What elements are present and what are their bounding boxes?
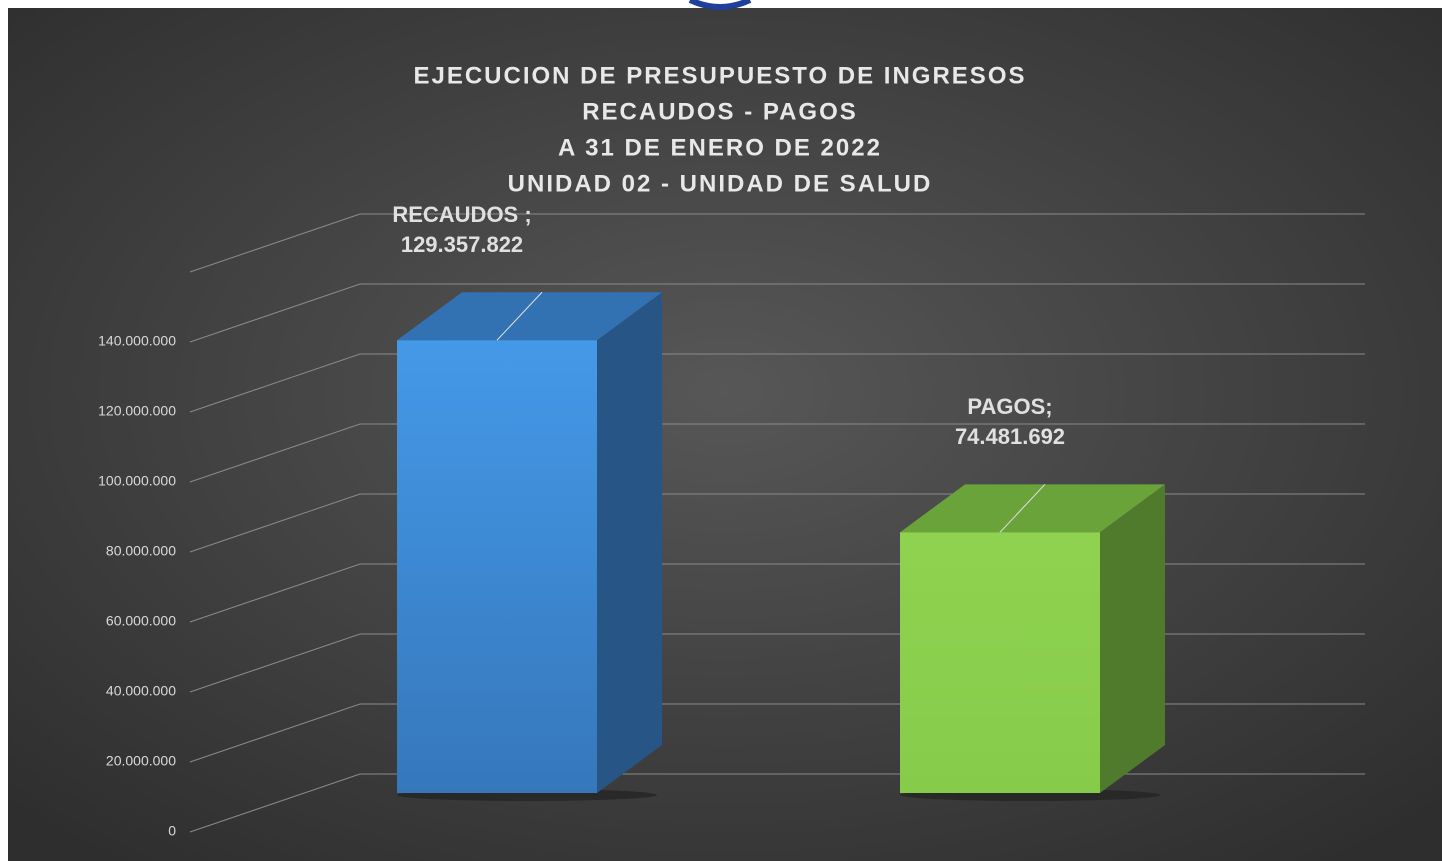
leader-line xyxy=(496,291,543,341)
y-tick-label: 120.000.000 xyxy=(98,403,176,419)
y-tick-label: 0 xyxy=(168,823,176,839)
data-label: 129.357.822 xyxy=(401,232,523,257)
grid-line xyxy=(189,423,1365,483)
bar-side xyxy=(1100,484,1165,793)
y-tick-label: 60.000.000 xyxy=(106,613,176,629)
bar xyxy=(397,340,597,793)
bar xyxy=(900,532,1100,793)
data-label-name: RECAUDOS ; xyxy=(392,202,531,227)
chart-title: UNIDAD 02 - UNIDAD DE SALUD xyxy=(508,170,933,197)
y-tick-label: 20.000.000 xyxy=(106,753,176,769)
y-tick-label: 140.000.000 xyxy=(98,333,176,349)
grid-line xyxy=(189,283,1365,343)
data-label: 74.481.692 xyxy=(955,424,1065,449)
y-tick-label: 40.000.000 xyxy=(106,683,176,699)
y-tick-label: 80.000.000 xyxy=(106,543,176,559)
bar-top xyxy=(397,292,662,341)
chart-title: RECAUDOS - PAGOS xyxy=(582,98,858,125)
data-label-name: PAGOS; xyxy=(967,394,1052,419)
leader-line xyxy=(999,483,1046,533)
chart-title: EJECUCION DE PRESUPUESTO DE INGRESOS xyxy=(413,62,1026,89)
wall-edge xyxy=(189,213,361,273)
chart-background xyxy=(8,8,1442,861)
bar-side xyxy=(597,292,662,793)
bar-top xyxy=(900,484,1165,533)
chart-title: A 31 DE ENERO DE 2022 xyxy=(558,134,882,161)
y-tick-label: 100.000.000 xyxy=(98,473,176,489)
grid-line xyxy=(189,353,1365,413)
logo-fragment xyxy=(688,0,752,10)
